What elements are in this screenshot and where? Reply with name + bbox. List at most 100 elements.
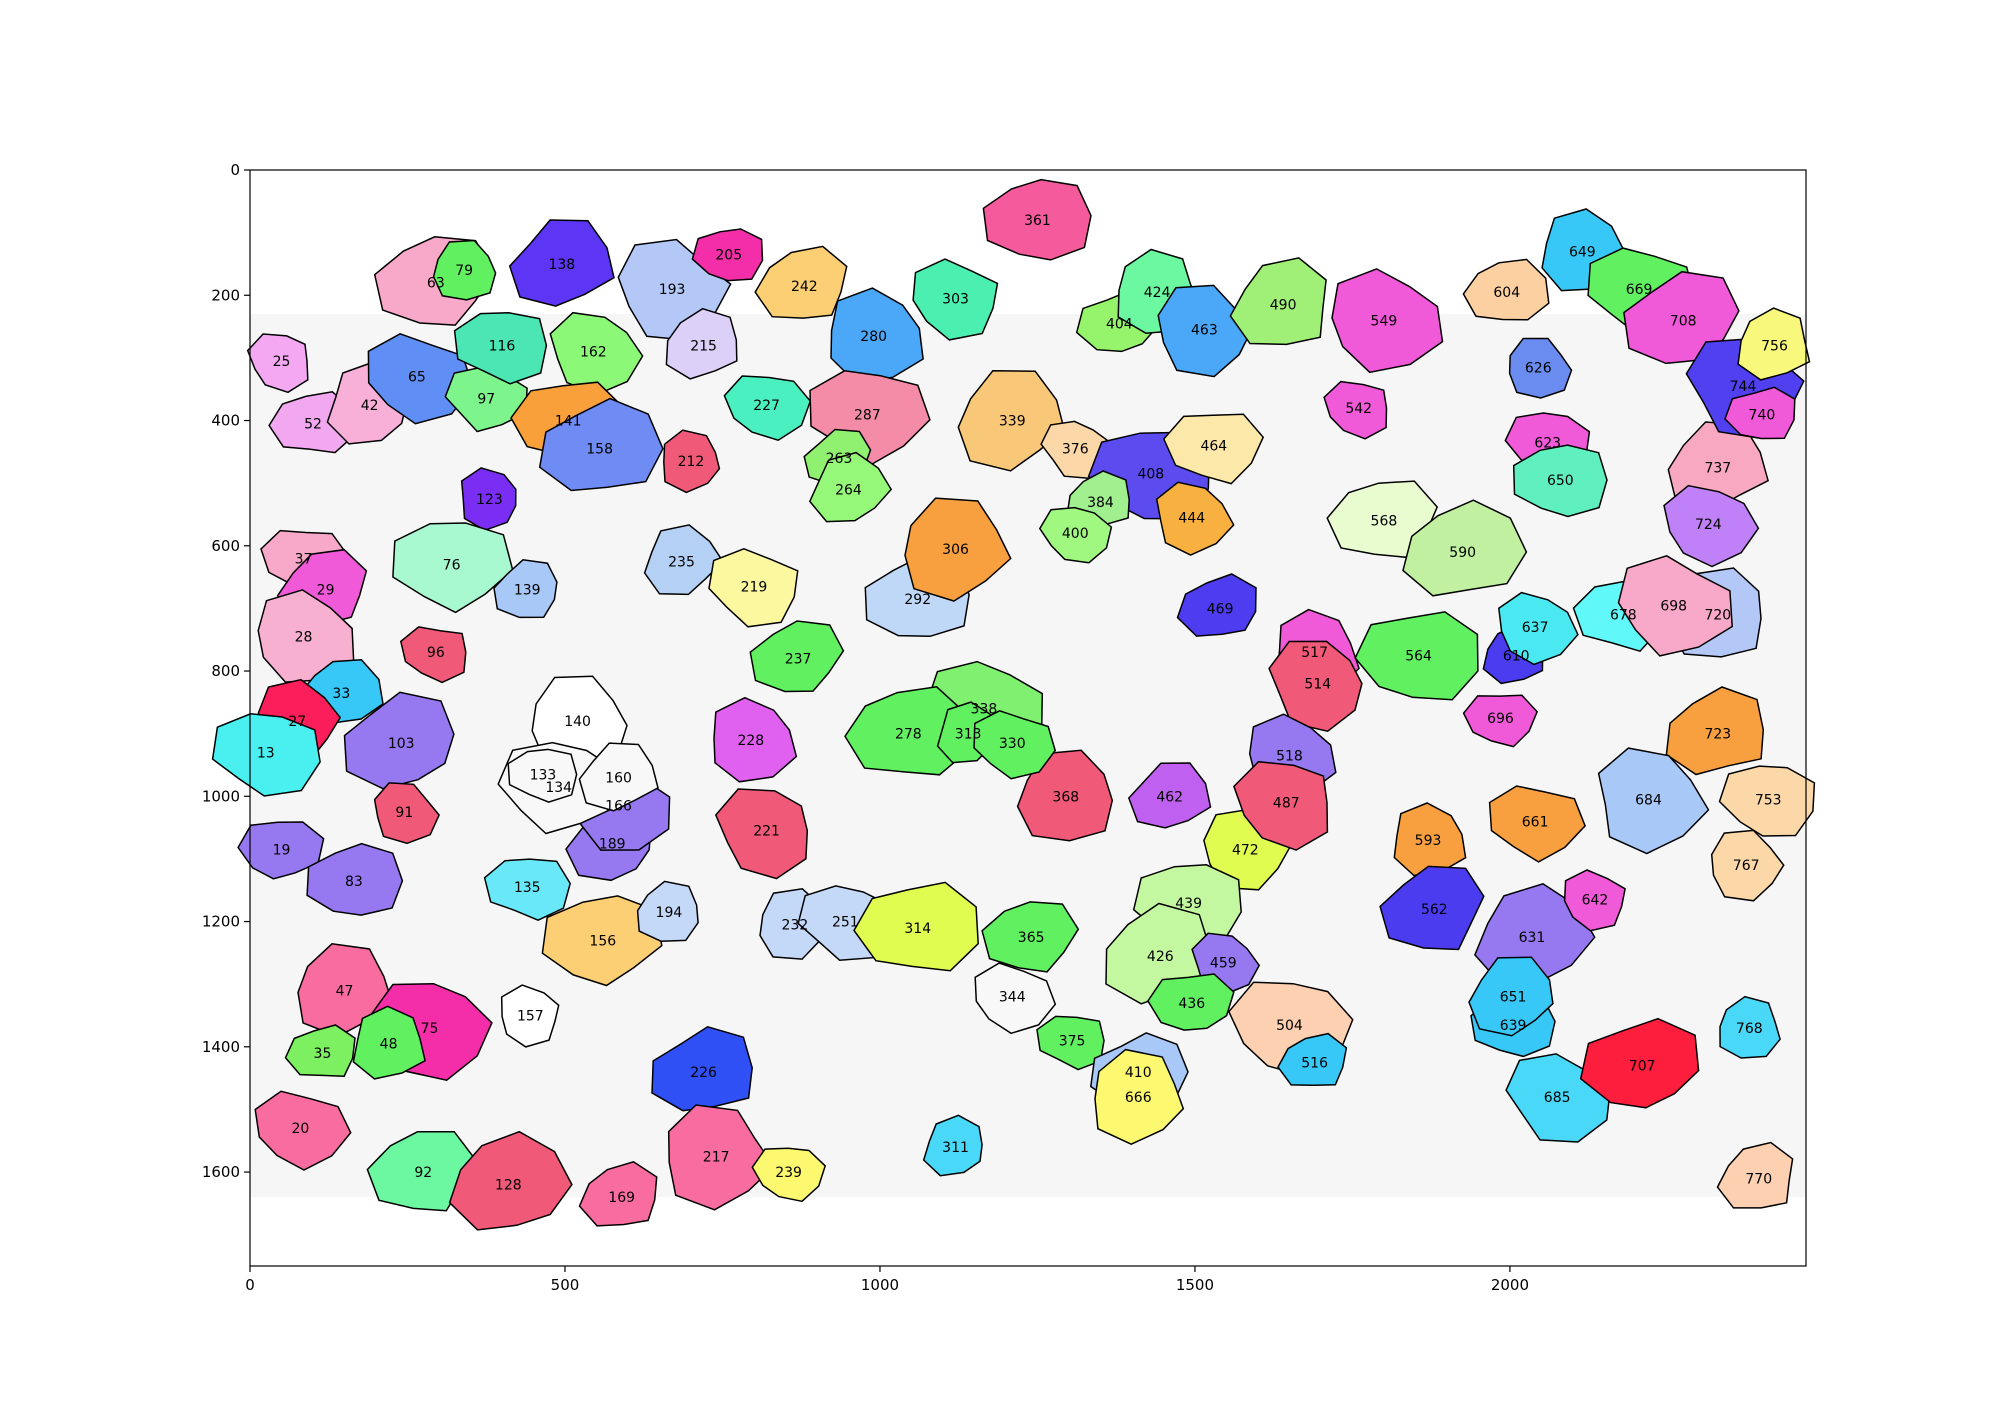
grain-id-label: 166	[605, 799, 632, 815]
grain-region	[808, 451, 893, 523]
grain-region	[1579, 1017, 1700, 1109]
grain-id-label: 232	[782, 918, 809, 934]
grain-id-label: 720	[1704, 608, 1731, 624]
grain-id-label: 193	[659, 282, 686, 298]
grain-id-label: 37	[295, 551, 313, 567]
grain-id-label: 562	[1421, 902, 1448, 918]
grain-id-label: 217	[703, 1149, 730, 1165]
grain-region	[508, 219, 615, 307]
grain-id-label: 651	[1500, 990, 1527, 1006]
grain-region	[957, 370, 1066, 472]
grain-region	[1393, 802, 1467, 877]
grain-id-label: 339	[999, 414, 1026, 430]
grain-region	[493, 559, 558, 619]
grain-id-label: 685	[1544, 1090, 1571, 1106]
grain-id-label: 226	[690, 1065, 717, 1081]
grain-id-label: 666	[1125, 1090, 1152, 1106]
grain-id-label: 263	[826, 451, 853, 467]
grain-id-label: 189	[599, 836, 626, 852]
grain-region	[1498, 591, 1579, 666]
y-tick-label: 1000	[202, 787, 240, 805]
grain-region	[749, 620, 845, 693]
grain-id-label: 63	[427, 276, 445, 292]
x-tick-label: 2000	[1491, 1276, 1529, 1294]
grain-region	[257, 589, 355, 683]
grain-id-label: 235	[668, 554, 695, 570]
grain-region	[432, 239, 497, 301]
y-tick-label: 400	[211, 412, 240, 430]
grain-id-label: 368	[1052, 789, 1079, 805]
grain-region	[922, 1114, 983, 1177]
grain-region	[448, 1130, 573, 1231]
grain-id-label: 96	[427, 645, 445, 661]
grain-id-label: 684	[1635, 792, 1662, 808]
grain-id-label: 103	[388, 736, 415, 752]
grain-region	[1462, 258, 1550, 321]
grain-id-label: 436	[1178, 996, 1205, 1012]
x-tick-label: 500	[551, 1276, 580, 1294]
grain-region	[373, 782, 440, 845]
grain-id-label: 770	[1745, 1171, 1772, 1187]
grain-region	[538, 397, 664, 492]
grain-region	[643, 524, 724, 596]
grain-id-label: 404	[1106, 316, 1133, 332]
x-tick-label: 1500	[1176, 1276, 1214, 1294]
grain-id-label: 365	[1018, 930, 1045, 946]
grain-id-label: 696	[1487, 711, 1514, 727]
grain-region	[1147, 973, 1235, 1031]
grain-id-label: 156	[589, 933, 616, 949]
grain-id-label: 661	[1522, 814, 1549, 830]
grain-id-label: 650	[1547, 473, 1574, 489]
grain-id-label: 517	[1301, 645, 1328, 661]
grain-id-label: 744	[1730, 379, 1757, 395]
grain-id-label: 28	[295, 630, 313, 646]
grain-id-label: 439	[1175, 896, 1202, 912]
grain-region	[297, 943, 394, 1038]
grain-region	[751, 1147, 827, 1203]
grain-region	[1718, 765, 1816, 837]
grain-id-label: 52	[304, 417, 322, 433]
grain-id-label: 753	[1755, 792, 1782, 808]
grain-region	[1617, 554, 1733, 657]
grain-id-label: 239	[775, 1165, 802, 1181]
grain-id-label: 42	[361, 398, 379, 414]
grain-region	[460, 467, 517, 532]
grain-id-label: 376	[1062, 442, 1089, 458]
grain-id-label: 25	[273, 354, 291, 370]
grain-region	[453, 312, 548, 385]
y-tick-label: 800	[211, 662, 240, 680]
grain-id-label: 469	[1207, 601, 1234, 617]
grain-id-label: 623	[1534, 435, 1561, 451]
grain-id-label: 162	[580, 345, 607, 361]
grain-id-label: 91	[395, 805, 413, 821]
grain-region	[1597, 747, 1710, 855]
grain-region	[1379, 865, 1485, 951]
grain-id-label: 128	[495, 1178, 522, 1194]
grain-region	[578, 1160, 658, 1227]
grain-id-label: 459	[1210, 955, 1237, 971]
grain-id-label: 205	[715, 248, 742, 264]
grain-id-label: 472	[1232, 843, 1259, 859]
grain-region	[1277, 1032, 1348, 1087]
grain-region	[1402, 499, 1528, 597]
grain-id-label: 740	[1749, 407, 1776, 423]
y-axis: 0 200 400 600 800 1000 1200 1400 1600	[202, 161, 250, 1181]
grain-id-label: 724	[1695, 517, 1722, 533]
grain-id-label: 138	[548, 257, 575, 273]
grain-id-label: 642	[1582, 893, 1609, 909]
grain-region	[663, 429, 721, 494]
grain-id-label: 306	[942, 542, 969, 558]
grain-id-label: 737	[1704, 460, 1731, 476]
grain-region	[541, 895, 663, 987]
grain-id-label: 264	[835, 482, 862, 498]
grain-region	[1233, 760, 1329, 851]
grain-id-label: 194	[656, 905, 683, 921]
grain-id-label: 462	[1156, 789, 1183, 805]
grain-region	[1127, 762, 1212, 829]
grain-region	[1716, 1141, 1794, 1209]
grain-id-label: 549	[1371, 313, 1398, 329]
grain-region	[1176, 573, 1257, 637]
grain-id-label: 139	[514, 583, 541, 599]
grain-id-label: 169	[608, 1190, 635, 1206]
grain-region	[1094, 1048, 1185, 1146]
